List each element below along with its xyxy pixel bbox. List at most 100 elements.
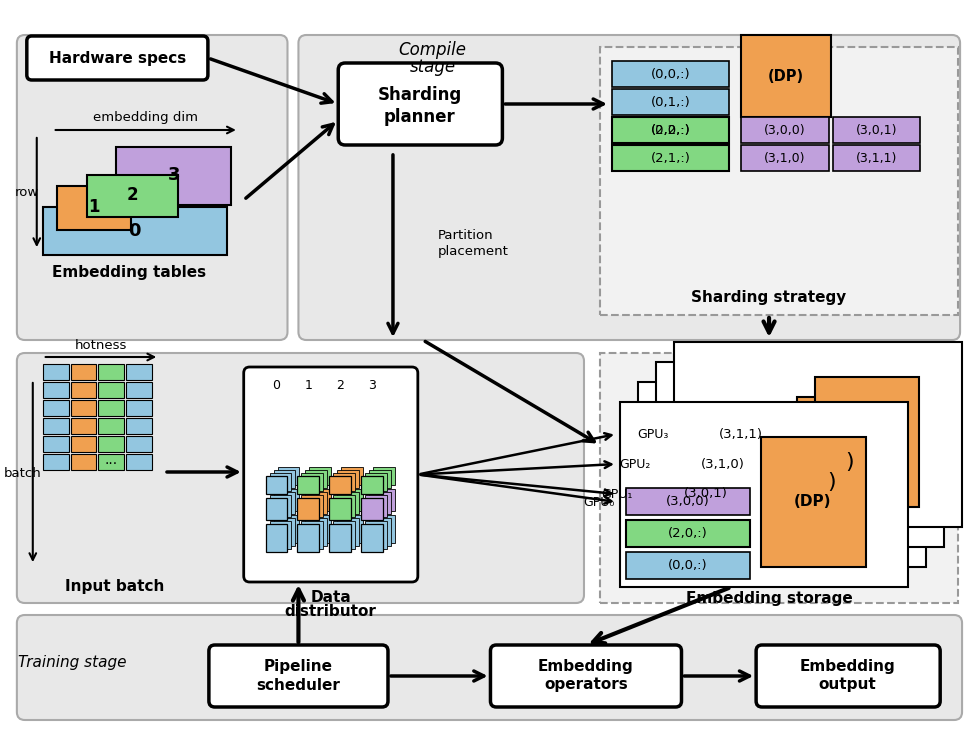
Text: (0,0,:): (0,0,:) [650, 68, 690, 81]
Text: GPU₁: GPU₁ [602, 487, 633, 501]
Bar [626, 488, 750, 515]
Bar [127, 400, 152, 416]
Bar [70, 400, 97, 416]
Bar [674, 342, 962, 527]
Bar [127, 382, 152, 398]
Text: Input batch: Input batch [64, 579, 164, 595]
Text: Pipeline: Pipeline [264, 659, 332, 675]
Bar [127, 364, 152, 380]
Text: distributor: distributor [285, 604, 376, 620]
Bar [57, 186, 132, 230]
Bar [265, 524, 288, 552]
Text: hotness: hotness [75, 339, 128, 351]
Text: ...: ... [105, 453, 118, 467]
Bar [612, 117, 729, 143]
Text: (0,1,:): (0,1,:) [650, 96, 690, 109]
Bar [644, 480, 768, 507]
Text: row: row [15, 185, 39, 198]
Bar [301, 495, 324, 517]
FancyBboxPatch shape [17, 35, 288, 340]
Text: (DP): (DP) [794, 495, 832, 509]
Bar [127, 436, 152, 452]
Bar [365, 521, 387, 549]
Text: (2,1,:): (2,1,:) [650, 151, 690, 165]
Text: Hardware specs: Hardware specs [49, 51, 186, 65]
Bar [361, 524, 383, 552]
Bar [43, 454, 68, 470]
Bar [98, 364, 125, 380]
Text: (3,1,1): (3,1,1) [856, 151, 897, 165]
Bar [265, 476, 288, 494]
Bar [98, 436, 125, 452]
Bar [43, 364, 68, 380]
Text: (3,1,1): (3,1,1) [720, 428, 763, 440]
Bar [337, 518, 359, 546]
Bar [741, 117, 829, 143]
Bar [269, 495, 292, 517]
Bar [333, 495, 355, 517]
Bar [278, 515, 299, 543]
Text: Embedding: Embedding [538, 659, 634, 675]
Text: 2: 2 [336, 379, 344, 392]
Bar [365, 495, 387, 517]
Bar [333, 473, 355, 491]
Bar [98, 400, 125, 416]
Text: 3: 3 [369, 379, 376, 392]
Bar [612, 117, 729, 143]
FancyBboxPatch shape [756, 645, 940, 707]
Bar [269, 473, 292, 491]
Text: 3: 3 [168, 166, 180, 184]
Text: (2,0,:): (2,0,:) [668, 528, 707, 540]
Bar [373, 489, 395, 511]
Bar [361, 476, 383, 494]
Bar [305, 518, 328, 546]
Bar [600, 47, 958, 315]
Bar [361, 498, 383, 520]
Bar [330, 476, 351, 494]
Bar [278, 489, 299, 511]
Bar [626, 520, 750, 547]
Bar [370, 492, 391, 514]
Bar [373, 515, 395, 543]
Text: stage: stage [410, 58, 456, 76]
Text: Embedding tables: Embedding tables [53, 265, 207, 279]
FancyBboxPatch shape [244, 367, 418, 582]
Bar [779, 417, 883, 547]
Text: planner: planner [384, 108, 455, 126]
Bar [761, 437, 866, 567]
Text: Data: Data [310, 590, 351, 606]
Text: 0: 0 [273, 379, 281, 392]
Bar [370, 470, 391, 488]
Text: placement: placement [438, 245, 509, 257]
FancyBboxPatch shape [490, 645, 682, 707]
Bar [274, 492, 295, 514]
Bar [43, 436, 68, 452]
Text: (3,1,0): (3,1,0) [701, 457, 745, 470]
FancyBboxPatch shape [338, 63, 502, 145]
Text: (2,0,:): (2,0,:) [650, 123, 690, 137]
Bar [341, 515, 363, 543]
Bar [70, 364, 97, 380]
FancyBboxPatch shape [298, 35, 960, 340]
Bar [278, 467, 299, 485]
Bar [365, 473, 387, 491]
Text: Compile: Compile [399, 41, 467, 59]
Text: GPU₀: GPU₀ [584, 495, 615, 509]
Bar [612, 61, 729, 87]
Bar [612, 145, 729, 171]
Bar [269, 521, 292, 549]
Bar [341, 489, 363, 511]
Text: Training stage: Training stage [19, 656, 127, 670]
Text: (0,0,:): (0,0,:) [668, 559, 707, 573]
FancyBboxPatch shape [17, 615, 962, 720]
Text: GPU₃: GPU₃ [638, 428, 669, 440]
Bar [612, 89, 729, 115]
FancyBboxPatch shape [209, 645, 388, 707]
Bar [333, 521, 355, 549]
Bar [301, 521, 324, 549]
Bar [297, 498, 320, 520]
Bar [655, 362, 944, 547]
Bar [127, 454, 152, 470]
Bar [309, 515, 332, 543]
Bar [43, 382, 68, 398]
